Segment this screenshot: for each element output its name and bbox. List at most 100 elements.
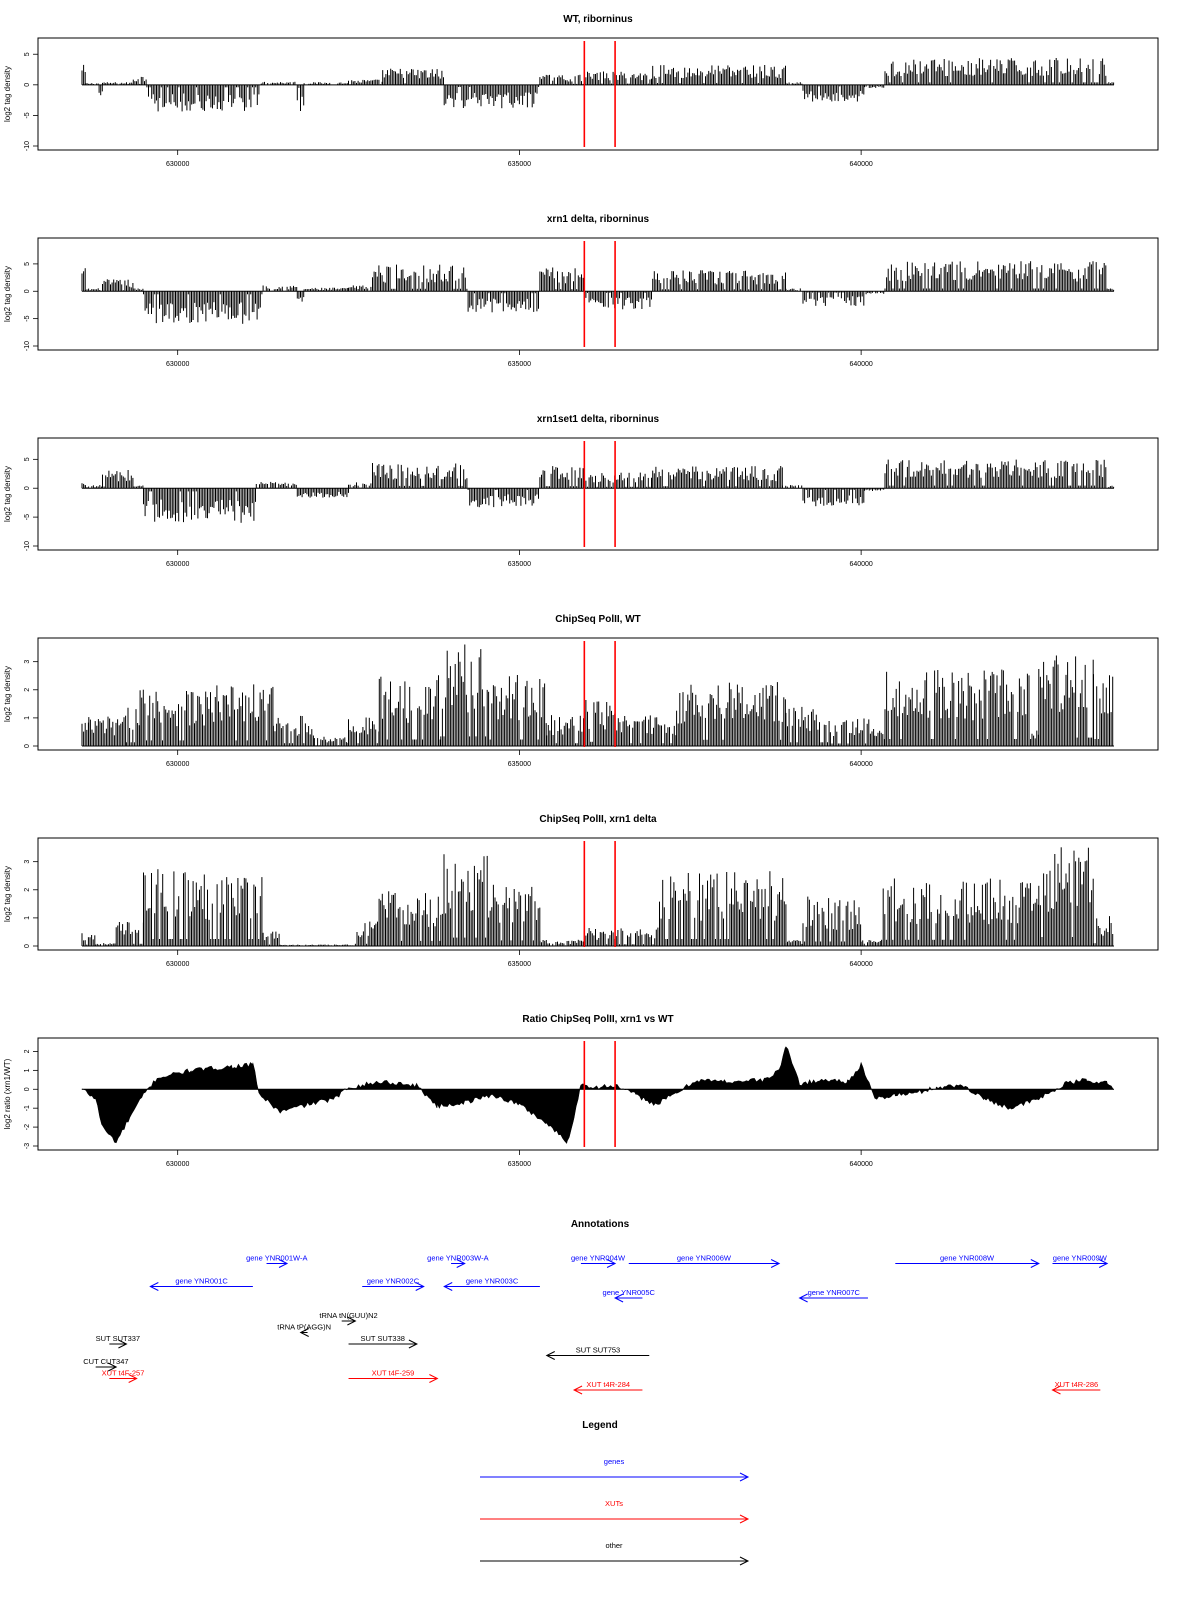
y-tick-label: 0	[24, 486, 31, 490]
arrow-head-icon	[149, 1282, 159, 1291]
annotation-arrow	[266, 1259, 289, 1268]
annotation-arrow	[348, 1339, 419, 1349]
x-tick-label: 630000	[166, 761, 189, 768]
annotation-arrow	[95, 1362, 118, 1372]
ratio-area	[81, 1046, 1114, 1144]
arrow-head-icon	[347, 1316, 357, 1326]
x-tick-label: 640000	[849, 161, 872, 168]
annotation-label: gene YNR003C	[466, 1277, 519, 1286]
arrow-head-icon	[739, 1514, 750, 1524]
x-tick-label: 630000	[166, 1161, 189, 1168]
chart-panel-1: WT, riborninus log2 tag density -10 -5 0 5 630…	[3, 14, 1159, 168]
y-tick-label: -5	[24, 514, 31, 520]
x-tick-label: 640000	[849, 761, 872, 768]
y-tick-label: 5	[24, 262, 31, 266]
y-axis-label: log2 tag density	[3, 666, 12, 722]
arrow-head-icon	[572, 1385, 583, 1395]
annotations-panel: Annotations gene YNR001C gene YNR001W-A gen…	[83, 1219, 1109, 1395]
annotation-label: gene YNR003W-A	[427, 1254, 488, 1263]
y-tick-label: -2	[24, 1124, 31, 1130]
y-axis-label: log2 tag density	[3, 66, 12, 122]
x-tick-label: 635000	[508, 761, 531, 768]
annotation-arrow	[628, 1259, 781, 1268]
annotation-arrow	[545, 1351, 650, 1360]
annotation-arrow	[1051, 1385, 1101, 1395]
annotation-label: gene YNR004W	[571, 1254, 626, 1263]
annotation-label: tRNA tN(GUU)N2	[319, 1311, 377, 1320]
y-tick-label: -3	[24, 1143, 31, 1149]
y-tick-label: 0	[24, 289, 31, 293]
y-tick-label: 0	[24, 744, 31, 748]
y-tick-label: 2	[24, 1049, 31, 1053]
chart-title: WT, riborninus	[563, 14, 633, 25]
annotation-arrow	[443, 1282, 540, 1291]
arrow-head-icon	[545, 1351, 555, 1360]
x-tick-label: 630000	[166, 161, 189, 168]
annotation-arrow	[341, 1316, 357, 1326]
plot-frame	[37, 1037, 1159, 1151]
annotation-arrow	[613, 1293, 643, 1303]
chart-title: ChipSeq PolII, WT	[555, 614, 641, 625]
x-tick-label: 635000	[508, 1161, 531, 1168]
y-tick-label: 2	[24, 888, 31, 892]
arrow-head-icon	[770, 1259, 781, 1268]
x-tick-label: 640000	[849, 361, 872, 368]
annotation-label: XUT t4F-257	[102, 1369, 145, 1378]
arrow-head-icon	[107, 1362, 118, 1372]
chart-title: xrn1set1 delta, riborninus	[537, 414, 660, 425]
x-tick-label: 635000	[508, 561, 531, 568]
annotations-title: Annotations	[571, 1219, 630, 1230]
y-tick-label: 3	[24, 860, 31, 864]
annotation-label: gene YNR007C	[808, 1288, 861, 1297]
data-series	[81, 644, 1114, 746]
y-tick-label: 3	[24, 660, 31, 664]
arrow-head-icon	[443, 1282, 453, 1291]
data-series	[81, 58, 1115, 112]
x-tick-label: 635000	[508, 161, 531, 168]
y-tick-label: 5	[24, 52, 31, 56]
annotation-label: SUT SUT338	[360, 1334, 404, 1343]
annotation-arrow	[1052, 1259, 1109, 1268]
chart-panel-2: xrn1 delta, riborninus log2 tag density -1…	[3, 214, 1159, 368]
y-axis-label: log2 tag density	[3, 466, 12, 522]
annotation-label: gene YNR008W	[940, 1254, 995, 1263]
legend-title: Legend	[582, 1420, 618, 1431]
annotation-arrow	[362, 1282, 425, 1291]
annotation-arrow	[149, 1282, 253, 1291]
arrow-head-icon	[415, 1282, 425, 1291]
y-tick-label: 1	[24, 716, 31, 720]
y-tick-label: 1	[24, 1068, 31, 1072]
legend-arrow	[480, 1556, 750, 1566]
arrow-head-icon	[408, 1339, 419, 1349]
x-tick-label: 635000	[508, 361, 531, 368]
legend-arrow	[480, 1514, 750, 1524]
y-tick-label: 0	[24, 83, 31, 87]
annotation-arrow	[572, 1385, 643, 1395]
annotation-arrow	[580, 1259, 617, 1268]
x-tick-label: 630000	[166, 961, 189, 968]
y-tick-label: -1	[24, 1105, 31, 1111]
data-series	[81, 1046, 1114, 1144]
annotation-label: gene YNR002C	[367, 1277, 420, 1286]
arrow-head-icon	[739, 1472, 750, 1482]
annotation-arrow	[451, 1259, 466, 1268]
arrow-head-icon	[606, 1259, 617, 1268]
arrow-head-icon	[118, 1339, 128, 1349]
arrow-head-icon	[299, 1328, 309, 1337]
y-tick-label: 0	[24, 1087, 31, 1091]
annotation-arrow	[798, 1293, 868, 1303]
annotation-label: XUT t4F-259	[372, 1369, 415, 1378]
plot-frame	[37, 837, 1159, 951]
legend-label: other	[605, 1541, 623, 1550]
x-tick-label: 630000	[166, 561, 189, 568]
arrow-head-icon	[613, 1293, 624, 1303]
chart-panel-5: ChipSeq PolII, xrn1 delta log2 tag densit…	[3, 814, 1159, 968]
x-tick-label: 640000	[849, 561, 872, 568]
data-series	[81, 459, 1115, 523]
x-tick-label: 630000	[166, 361, 189, 368]
chart-panel-3: xrn1set1 delta, riborninus log2 tag densi…	[3, 414, 1159, 568]
plot-frame	[37, 37, 1159, 151]
y-tick-label: -5	[24, 112, 31, 118]
chart-title: Ratio ChipSeq PolII, xrn1 vs WT	[522, 1014, 673, 1025]
data-series	[81, 261, 1115, 324]
